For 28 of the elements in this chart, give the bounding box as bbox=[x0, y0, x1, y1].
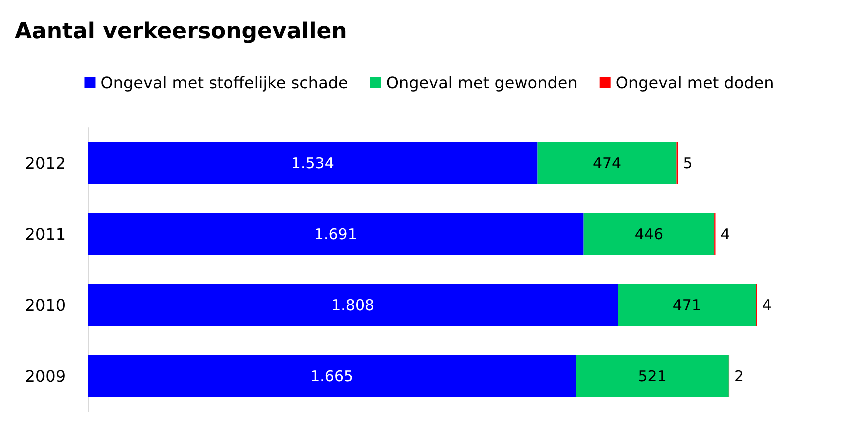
data-label: 1.691 bbox=[314, 226, 358, 244]
data-label: 1.534 bbox=[291, 154, 334, 172]
y-tick-label: 2010 bbox=[25, 296, 66, 315]
data-label: 1.665 bbox=[310, 368, 354, 386]
data-label: 474 bbox=[592, 154, 622, 172]
legend-label: Ongeval met stoffelijke schade bbox=[100, 74, 348, 92]
bar bbox=[88, 214, 584, 256]
bar bbox=[88, 356, 576, 398]
bar bbox=[88, 284, 618, 326]
bar bbox=[538, 142, 677, 184]
chart-title: Aantal verkeersongevallen bbox=[15, 20, 348, 44]
y-tick-label: 2009 bbox=[25, 367, 66, 386]
data-label: 471 bbox=[672, 296, 702, 314]
legend-label: Ongeval met doden bbox=[616, 74, 774, 92]
data-label: 4 bbox=[720, 226, 730, 244]
data-label: 5 bbox=[683, 154, 693, 172]
data-label: 2 bbox=[734, 368, 744, 386]
bar bbox=[584, 214, 715, 256]
bar bbox=[618, 284, 756, 326]
bar bbox=[576, 356, 729, 398]
y-tick-label: 2011 bbox=[25, 225, 66, 244]
data-label: 1.808 bbox=[332, 296, 375, 314]
y-tick-label: 2012 bbox=[25, 154, 66, 173]
legend-label: Ongeval met gewonden bbox=[386, 74, 578, 92]
bar bbox=[88, 142, 538, 184]
data-label: 4 bbox=[762, 296, 772, 314]
data-label: 521 bbox=[638, 368, 667, 386]
data-label: 446 bbox=[634, 226, 664, 244]
